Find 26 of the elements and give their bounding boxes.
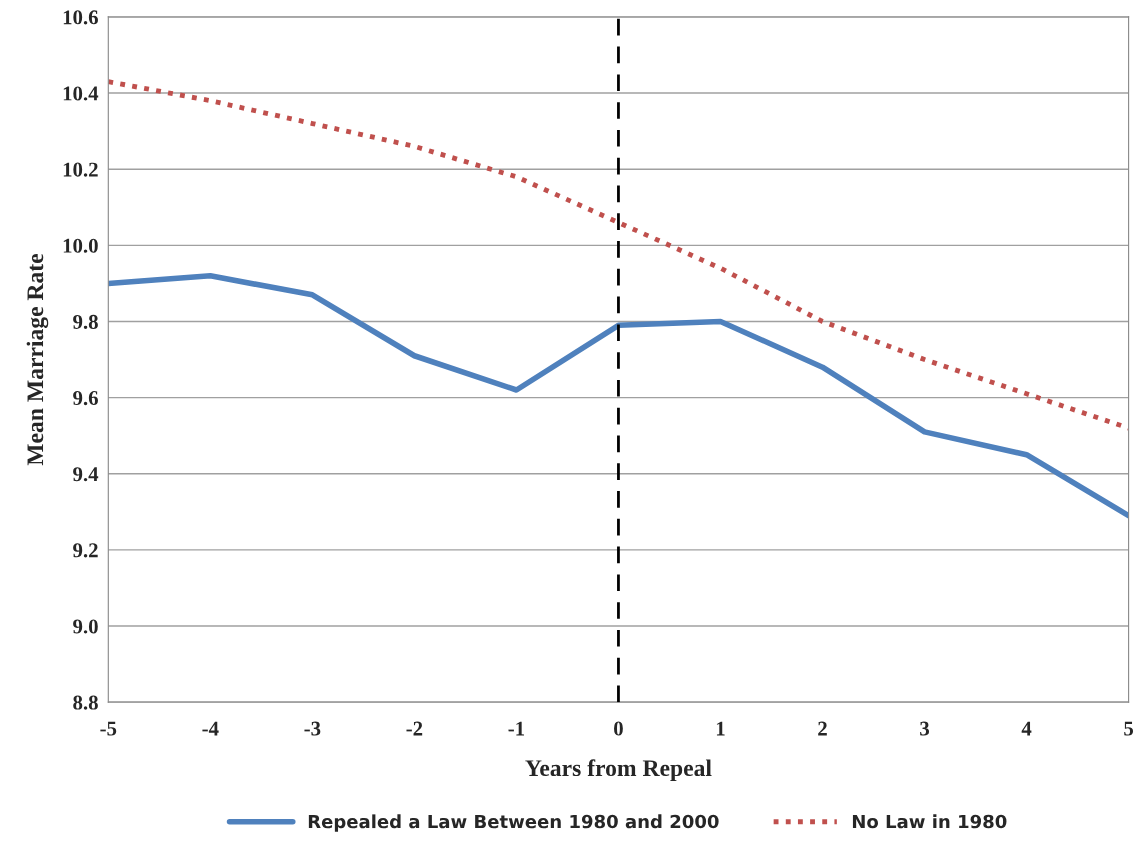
x-tick-label: -1 <box>508 721 525 736</box>
x-tick-label: -4 <box>202 721 219 736</box>
y-tick-label: 9.8 <box>73 314 98 329</box>
x-tick-label: 2 <box>818 721 827 736</box>
x-tick-label: -5 <box>100 721 117 736</box>
legend-label: Repealed a Law Between 1980 and 2000 <box>308 814 719 832</box>
y-tick-label: 10.6 <box>63 10 98 25</box>
y-axis-title: Mean Marriage Rate <box>26 253 49 466</box>
x-tick-label: -2 <box>406 721 423 736</box>
x-tick-label: 0 <box>614 721 623 736</box>
x-axis-title: Years from Repeal <box>525 759 712 781</box>
y-tick-label: 8.8 <box>73 695 98 710</box>
x-tick-label: 5 <box>1124 721 1134 736</box>
y-tick-label: 9.6 <box>73 391 98 406</box>
x-tick-label: 1 <box>716 721 725 736</box>
y-tick-label: 10.2 <box>63 162 98 177</box>
y-tick-label: 10.4 <box>63 86 99 101</box>
x-tick-label: -3 <box>304 721 321 736</box>
line-series <box>108 79 1129 431</box>
y-tick-label: 10.0 <box>63 238 98 253</box>
x-tick-label: 3 <box>920 721 930 736</box>
y-tick-label: 9.2 <box>73 543 98 558</box>
legend-label: No Law in 1980 <box>852 814 1007 829</box>
y-tick-label: 9.0 <box>73 619 98 634</box>
y-tick-label: 9.4 <box>73 467 99 482</box>
x-tick-label: 4 <box>1021 721 1032 736</box>
